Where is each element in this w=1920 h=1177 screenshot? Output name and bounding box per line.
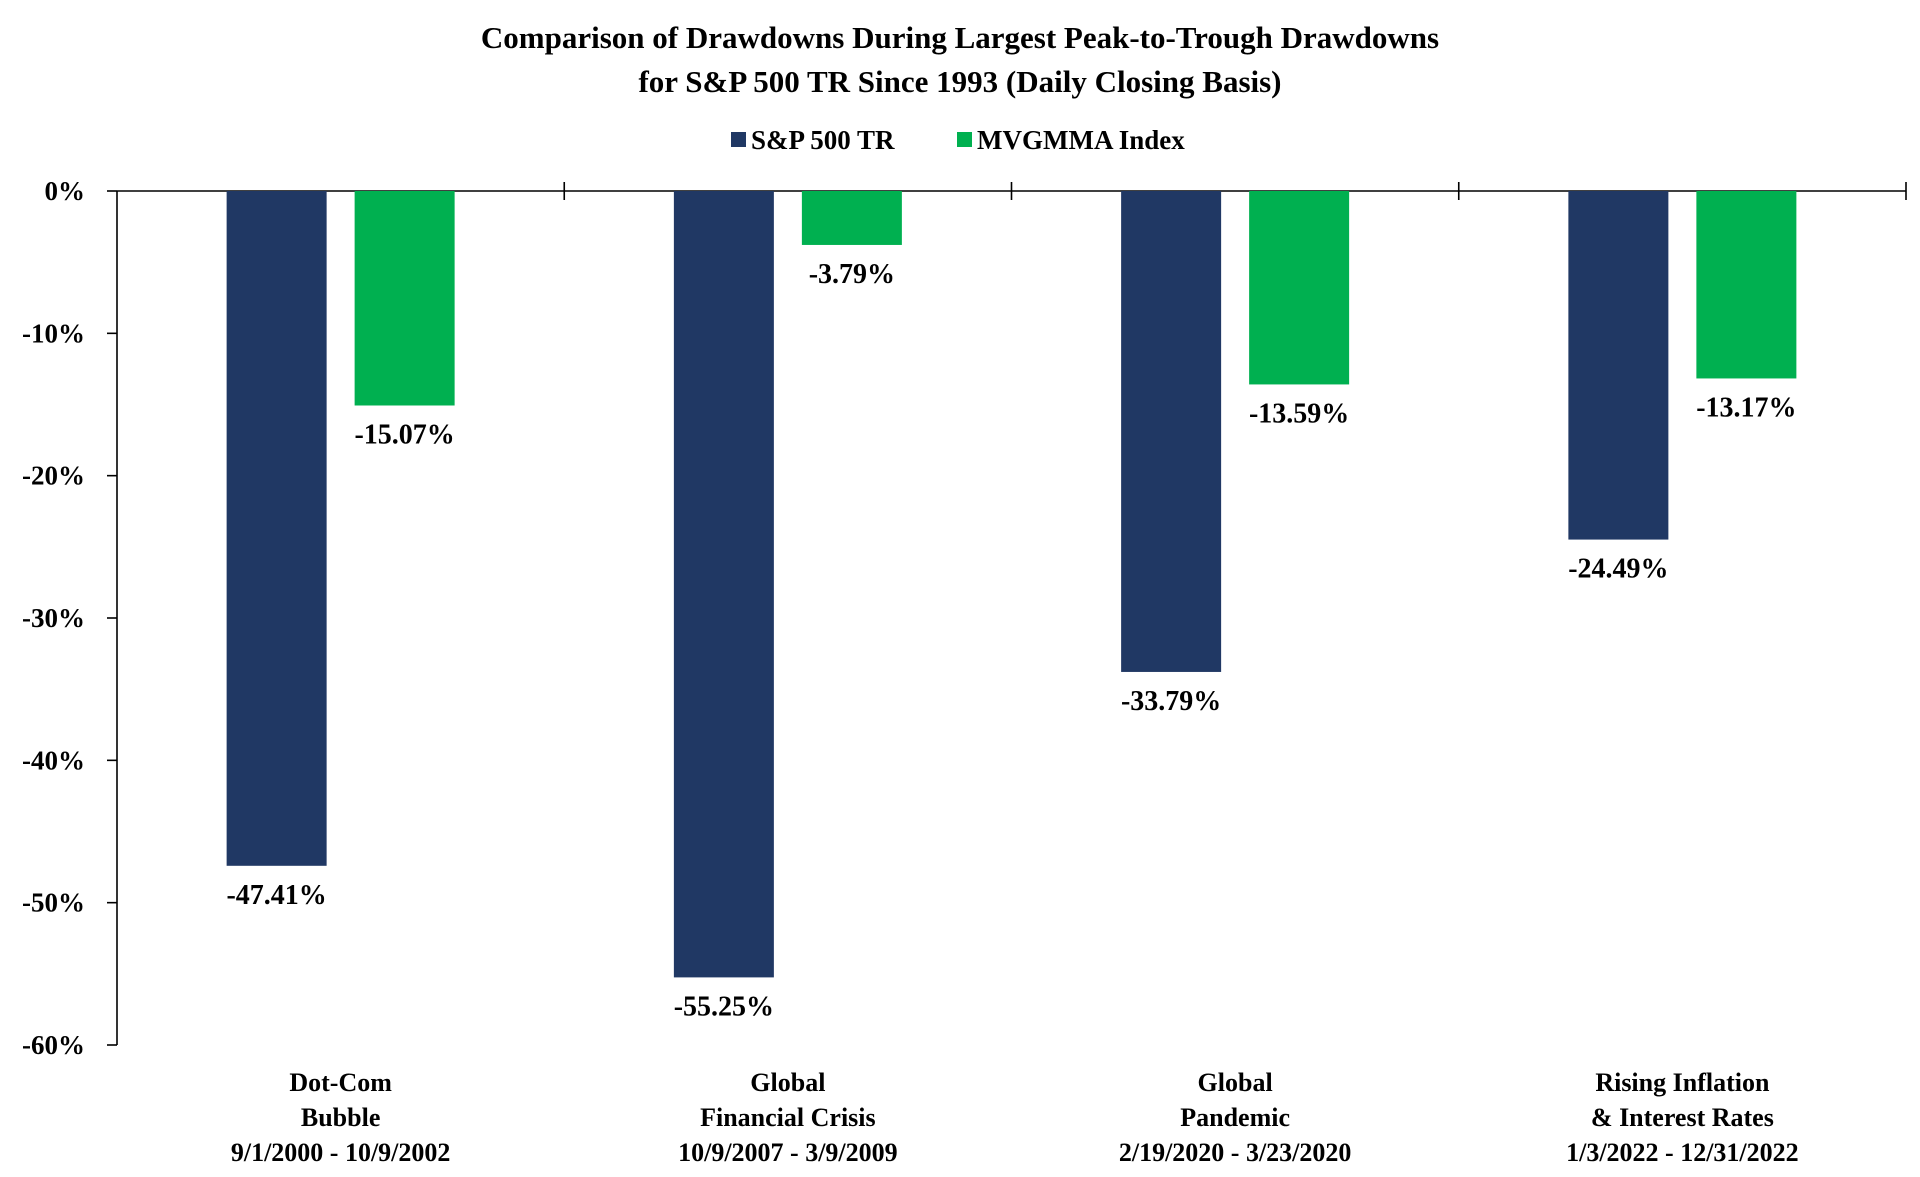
y-tick-label: 0%	[45, 176, 86, 206]
category-label: Global	[750, 1068, 825, 1097]
y-tick-label: -30%	[22, 603, 85, 633]
bar-mvgmma	[1696, 191, 1797, 379]
data-label-mvgmma: -15.07%	[354, 419, 454, 450]
data-label-sp500: -55.25%	[674, 991, 774, 1022]
y-axis: 0% -10% -20% -30% -40% -50% -60%	[22, 176, 118, 1060]
bar-mvgmma	[354, 191, 455, 406]
bar-sp500	[673, 191, 774, 978]
data-label-mvgmma: -3.79%	[809, 259, 895, 290]
chart-title: Comparison of Drawdowns During Largest P…	[481, 20, 1439, 55]
bar-sp500	[226, 191, 327, 866]
bar-sp500	[1121, 191, 1222, 672]
legend: S&P 500 TR MVGMMA Index	[731, 125, 1185, 155]
bar-mvgmma	[1249, 191, 1350, 385]
legend-swatch-sp500	[731, 132, 746, 147]
category-label: 1/3/2022 - 12/31/2022	[1566, 1138, 1799, 1167]
category-label: Dot-Com	[289, 1068, 392, 1097]
category-label: 9/1/2000 - 10/9/2002	[231, 1138, 451, 1167]
data-label-mvgmma: -13.17%	[1696, 392, 1796, 423]
category-label: 10/9/2007 - 3/9/2009	[678, 1138, 898, 1167]
y-tick-label: -20%	[22, 461, 85, 491]
y-tick-label: -50%	[22, 888, 85, 918]
category-label: Bubble	[301, 1103, 381, 1132]
data-label-sp500: -33.79%	[1121, 686, 1221, 717]
data-label-mvgmma: -13.59%	[1249, 398, 1349, 429]
data-labels: -47.41% -15.07% -55.25% -3.79% -33.79% -13.59…	[226, 259, 1796, 1022]
data-label-sp500: -24.49%	[1568, 554, 1668, 585]
category-label: Global	[1198, 1068, 1273, 1097]
category-labels: Dot-Com Bubble 9/1/2000 - 10/9/2002 Global F…	[231, 1068, 1799, 1167]
bar-mvgmma	[801, 191, 902, 245]
category-label: Financial Crisis	[700, 1103, 876, 1132]
chart-subtitle: for S&P 500 TR Since 1993 (Daily Closing…	[638, 64, 1281, 99]
category-label: Rising Inflation	[1595, 1068, 1770, 1097]
category-label: Pandemic	[1180, 1103, 1290, 1132]
legend-swatch-mvgmma	[957, 132, 972, 147]
category-label: & Interest Rates	[1591, 1103, 1774, 1132]
legend-label-mvgmma: MVGMMA Index	[977, 125, 1185, 155]
y-tick-label: -60%	[22, 1030, 85, 1060]
legend-label-sp500: S&P 500 TR	[751, 125, 895, 155]
data-label-sp500: -47.41%	[226, 880, 326, 911]
bars	[226, 191, 1797, 978]
y-tick-label: -40%	[22, 745, 85, 775]
bar-sp500	[1568, 191, 1669, 540]
category-label: 2/19/2020 - 3/23/2020	[1119, 1138, 1352, 1167]
y-tick-label: -10%	[22, 318, 85, 348]
